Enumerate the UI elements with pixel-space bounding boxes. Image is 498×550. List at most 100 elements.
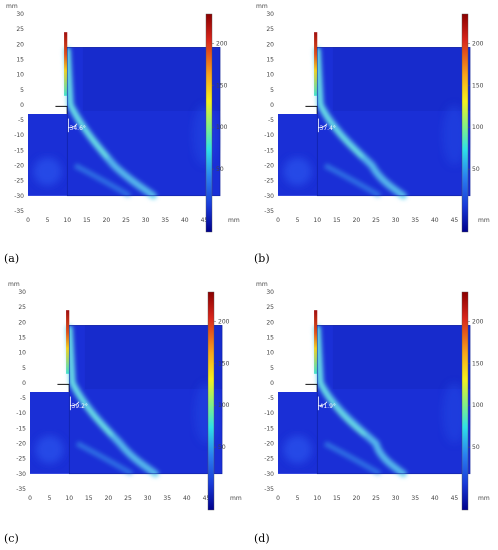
y-tick-label: 30 [266, 289, 274, 296]
field-blotch [33, 157, 62, 186]
y-tick-label: -25 [14, 178, 24, 185]
y-tick-label: -20 [16, 441, 26, 448]
y-tick-label: -15 [264, 425, 274, 432]
x-tick-label: 5 [46, 217, 50, 224]
field-shade [332, 47, 471, 111]
axis-unit-x: mm [230, 495, 242, 502]
y-tick-label: -10 [16, 410, 26, 417]
x-tick-label: 20 [103, 217, 111, 224]
y-tick-label: -5 [20, 395, 26, 402]
panel-label: (d) [254, 532, 270, 545]
y-tick-label: -30 [16, 471, 26, 478]
field-shade [84, 325, 223, 389]
x-tick-label: 35 [411, 217, 419, 224]
y-tick-label: 30 [16, 11, 24, 18]
x-tick-label: 25 [372, 217, 380, 224]
y-tick-label: -10 [14, 132, 24, 139]
jet-branch [323, 441, 382, 476]
y-tick-label: 5 [270, 87, 274, 94]
jet-core [65, 48, 109, 159]
y-tick-label: 25 [16, 26, 24, 33]
colorbar-tick-label: 150 [216, 82, 228, 89]
x-tick-label: 30 [392, 217, 400, 224]
angle-arc [318, 123, 328, 129]
colorbar-tick-label: 50 [216, 166, 224, 173]
jet-plume [63, 46, 157, 200]
flow-field [278, 325, 471, 474]
field-blotch [283, 435, 312, 464]
colorbar-tick-label: 100 [472, 124, 484, 131]
y-tick-label: 10 [266, 72, 274, 79]
y-tick-label: -20 [264, 441, 274, 448]
y-tick-label: 0 [20, 102, 24, 109]
colorbar-tick-label: 200 [216, 40, 228, 47]
x-tick-label: 25 [122, 217, 130, 224]
nozzle [314, 310, 318, 374]
y-tick-label: 30 [266, 11, 274, 18]
y-tick-label: 20 [266, 319, 274, 326]
y-tick-label: 5 [270, 365, 274, 372]
x-tick-label: 35 [161, 217, 169, 224]
y-tick-label: -20 [264, 163, 274, 170]
colorbar-tick-label: 150 [218, 360, 230, 367]
nozzle [64, 32, 68, 96]
y-tick-label: -35 [264, 208, 274, 215]
y-tick-label: -20 [14, 163, 24, 170]
x-tick-label: 45 [201, 217, 209, 224]
y-tick-label: -5 [268, 117, 274, 124]
field-border [316, 47, 471, 197]
colorbar-tick-label: 100 [472, 402, 484, 409]
x-tick-label: 10 [65, 495, 73, 502]
colorbar-tick-label: 100 [216, 124, 228, 131]
x-tick-label: 0 [28, 495, 32, 502]
nozzle [314, 32, 318, 96]
x-tick-label: 5 [48, 495, 52, 502]
y-tick-label: -30 [14, 193, 24, 200]
jet-branch [323, 163, 382, 198]
nozzle [66, 310, 70, 374]
colorbar-tick-label: 150 [472, 82, 484, 89]
x-tick-label: 20 [353, 217, 361, 224]
y-tick-label: 25 [266, 26, 274, 33]
jet-branch [75, 441, 134, 476]
panel-label: (a) [4, 252, 19, 265]
x-tick-label: 35 [411, 495, 419, 502]
colorbar-tick-label: 200 [218, 318, 230, 325]
colorbar-tick-label: 150 [472, 360, 484, 367]
y-tick-label: -15 [264, 147, 274, 154]
jet-plume [313, 46, 407, 200]
x-tick-label: 10 [313, 495, 321, 502]
x-tick-label: 25 [372, 495, 380, 502]
field-blotch [35, 435, 64, 464]
y-tick-label: 10 [16, 72, 24, 79]
flow-field [28, 47, 221, 196]
colorbar-tick-label: 50 [472, 444, 480, 451]
angle-label: 41.9° [320, 403, 336, 410]
y-tick-label: -35 [16, 486, 26, 493]
x-tick-label: 30 [392, 495, 400, 502]
x-tick-label: 45 [203, 495, 211, 502]
colorbar-tick-label: 100 [218, 402, 230, 409]
angle-arc [70, 401, 80, 407]
field-blotch [442, 105, 467, 166]
colorbar-tick-label: 200 [472, 40, 484, 47]
axis-unit-y: mm [8, 281, 20, 288]
x-tick-label: 25 [124, 495, 132, 502]
angle-label: 39.2° [72, 403, 88, 410]
y-tick-label: 5 [22, 365, 26, 372]
x-tick-label: 15 [333, 217, 341, 224]
x-tick-label: 15 [85, 495, 93, 502]
field-blotch [194, 383, 219, 444]
jet-core [315, 326, 366, 437]
axis-unit-y: mm [6, 3, 18, 10]
x-tick-label: 40 [183, 495, 191, 502]
y-tick-label: -15 [16, 425, 26, 432]
colorbar-tick-label: 200 [472, 318, 484, 325]
jet-branch [73, 163, 132, 198]
y-tick-label: 20 [266, 41, 274, 48]
plate-edge [305, 383, 318, 392]
jet-core [67, 326, 113, 437]
jet-plume [65, 324, 159, 478]
